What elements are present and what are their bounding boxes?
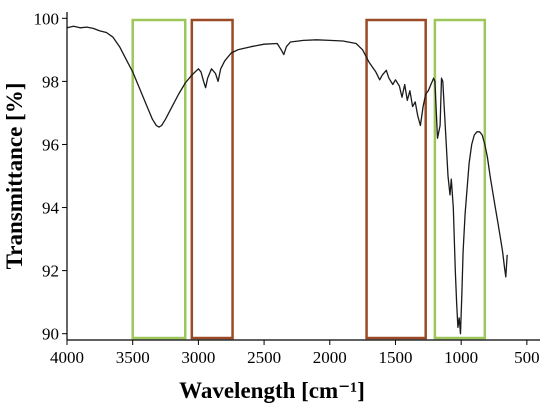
highlight-region-3: [365, 18, 427, 340]
y-ticks: 90 92 94 96 98 100: [34, 9, 67, 344]
x-tick-label: 1000: [444, 348, 478, 367]
x-axis-title: Wavelength [cm⁻¹]: [179, 378, 365, 403]
x-ticks: 4000 3500 3000 2500 2000 1500 1000 500: [50, 340, 540, 367]
y-tick-label: 94: [42, 199, 60, 218]
highlight-region-4: [433, 18, 487, 340]
highlight-region-1: [131, 18, 187, 340]
x-tick-label: 2000: [313, 348, 347, 367]
x-tick-label: 500: [514, 348, 540, 367]
y-axis-title: Transmittance [%]: [2, 83, 27, 270]
y-tick-label: 100: [34, 9, 60, 28]
highlight-region-2: [190, 18, 234, 340]
y-tick-label: 96: [42, 135, 59, 154]
x-tick-label: 3500: [116, 348, 150, 367]
y-tick-label: 92: [42, 262, 59, 281]
x-tick-label: 2500: [247, 348, 281, 367]
y-tick-label: 90: [42, 325, 59, 344]
axes: [66, 12, 540, 341]
spectrum-line: [66, 25, 508, 335]
highlight-regions: [131, 18, 487, 340]
x-tick-label: 4000: [50, 348, 84, 367]
y-tick-label: 98: [42, 72, 59, 91]
x-tick-label: 3000: [181, 348, 215, 367]
x-tick-label: 1500: [378, 348, 412, 367]
